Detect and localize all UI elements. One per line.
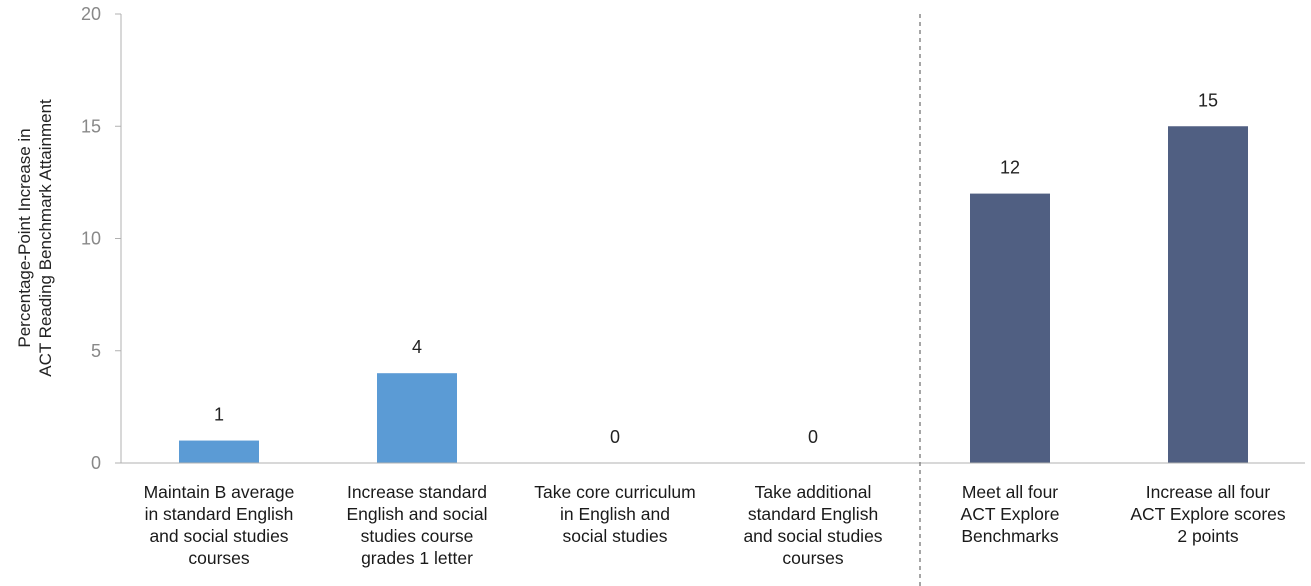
bar [179, 440, 259, 463]
y-tick-label: 0 [91, 453, 101, 473]
x-tick-label-line: in English and [560, 504, 670, 524]
x-tick-label: Increase all four ACT Explore scores 2 poi… [1110, 481, 1306, 547]
x-tick-label-line: Take additional [754, 482, 872, 502]
x-tick-label-line: 2 points [1177, 526, 1239, 546]
y-tick-label: 5 [91, 341, 101, 361]
data-label: 12 [1000, 158, 1020, 178]
x-tick-label-line: Maintain B average [143, 482, 295, 502]
y-axis-title-line: ACT Reading Benchmark Attainment [36, 99, 55, 377]
bar [1168, 126, 1248, 463]
x-tick-label-line: studies course [360, 526, 474, 546]
x-tick-label-line: Increase standard [346, 482, 488, 502]
x-tick-label: Take additional standard English and socia… [715, 481, 911, 569]
x-tick-label-line: and social studies [743, 526, 883, 546]
x-tick-label-line: Meet all four [961, 482, 1059, 502]
data-label: 0 [808, 427, 818, 447]
x-tick-label-line: courses [188, 548, 250, 568]
x-tick-label: Take core curriculum in English and social… [517, 481, 713, 547]
x-tick-label-line: and social studies [149, 526, 289, 546]
bar [377, 373, 457, 463]
bars [179, 126, 1248, 463]
data-label: 4 [412, 337, 422, 357]
x-tick-label-line: grades 1 letter [361, 548, 473, 568]
data-label: 0 [610, 427, 620, 447]
y-tick-label: 20 [81, 4, 101, 24]
value-labels: 1 4 0 0 12 15 [214, 90, 1218, 447]
data-label: 1 [214, 405, 224, 425]
y-tick-label: 15 [81, 116, 101, 136]
data-label: 15 [1198, 90, 1218, 110]
bar [970, 193, 1050, 463]
x-tick-label-line: ACT Explore scores [1130, 504, 1286, 524]
x-tick-label-line: Increase all four [1145, 482, 1271, 502]
x-tick-label: Maintain B average in standard English and… [121, 481, 317, 569]
x-tick-label: Meet all four ACT Explore Benchmarks [912, 481, 1108, 547]
y-axis-title-line: Percentage-Point Increase in [15, 128, 34, 347]
x-tick-label-line: courses [782, 548, 844, 568]
x-tick-label-line: English and social [346, 504, 488, 524]
x-tick-label-line: social studies [562, 526, 668, 546]
x-tick-label-line: standard English [747, 504, 879, 524]
x-tick-label-line: Benchmarks [961, 526, 1059, 546]
x-tick-label-line: in standard English [144, 504, 294, 524]
y-tick-label: 10 [81, 229, 101, 249]
y-axis-title: Percentage-Point Increase in ACT Reading … [15, 99, 55, 377]
x-tick-label: Increase standard English and social studi… [319, 481, 515, 569]
y-axis: 0 5 10 15 20 [81, 4, 122, 473]
x-tick-label-line: Take core curriculum [534, 482, 696, 502]
x-tick-label-line: ACT Explore [960, 504, 1060, 524]
